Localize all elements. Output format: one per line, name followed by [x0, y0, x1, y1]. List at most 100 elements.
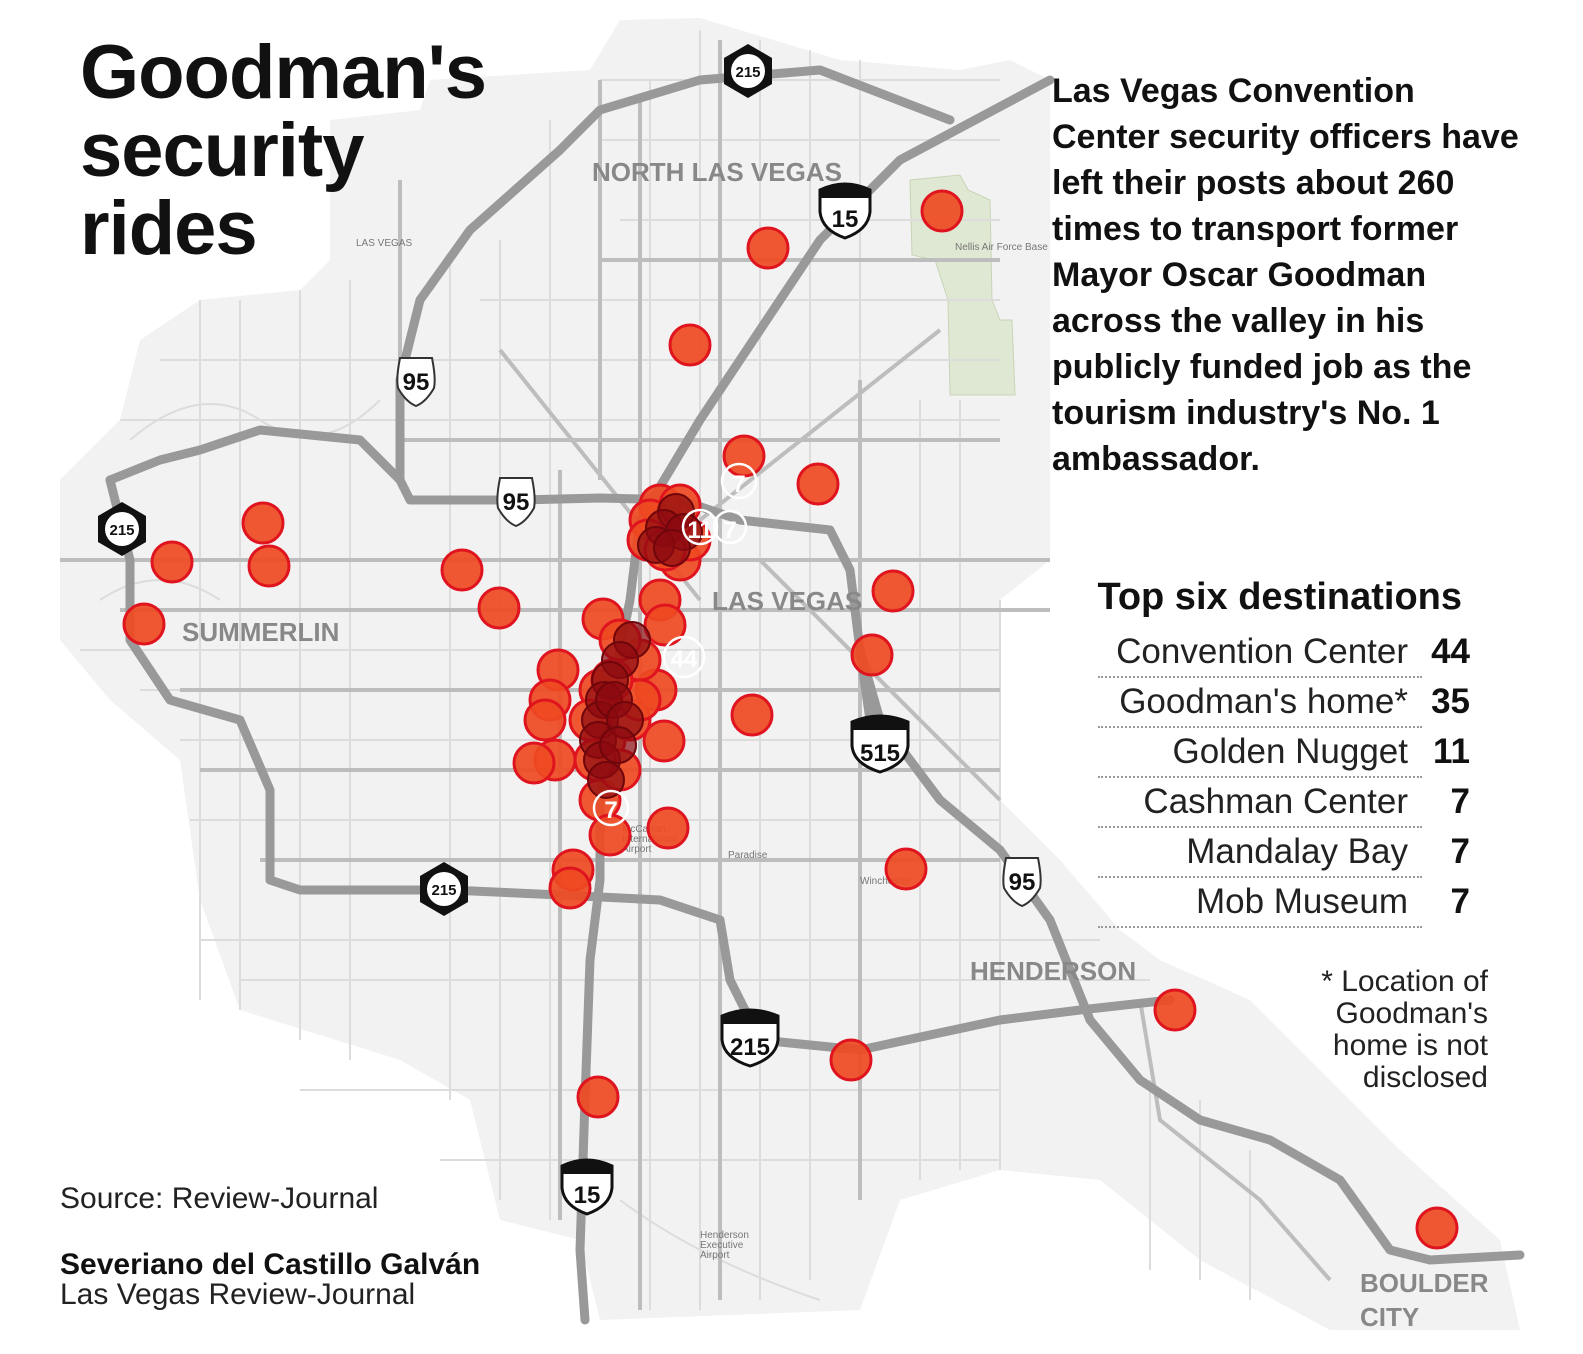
place-label-las-vegas: LAS VEGAS — [712, 586, 862, 616]
cluster-label-convention-center: 44 — [662, 635, 706, 679]
county-shield-215-west-number: 215 — [109, 522, 134, 539]
interstate-shields: 15 515 215 15 — [560, 182, 910, 1216]
us-shield-95-west: 95 — [496, 477, 536, 528]
destination-dot — [850, 633, 894, 677]
cluster-label-convention-center-text: 44 — [671, 646, 698, 673]
destination-dot — [829, 1038, 873, 1082]
destination-name: Cashman Center — [1143, 782, 1408, 821]
destination-dot-cluster — [587, 761, 625, 799]
destination-dot — [871, 569, 915, 613]
interstate-shield-215-south-number: 215 — [730, 1034, 770, 1061]
destination-dot-cluster — [599, 726, 637, 764]
small-map-labels: LAS VEGAS Nellis Air Force Base McCarran… — [356, 238, 1048, 1261]
us-route-shields: 95 95 95 — [396, 357, 1042, 908]
place-labels: NORTH LAS VEGAS LAS VEGAS SUMMERLIN HEND… — [182, 157, 1489, 1332]
destination-row: Cashman Center 7 — [1078, 782, 1470, 832]
us-shield-95-south-number: 95 — [1009, 869, 1036, 896]
map-small-label-las-vegas: LAS VEGAS — [356, 238, 412, 249]
destination-count: 7 — [1450, 882, 1470, 921]
cluster-label-mandalay-bay-text: 7 — [604, 797, 617, 824]
destination-dot — [796, 462, 840, 506]
map-small-label-paradise: Paradise — [728, 850, 768, 861]
map-small-label-airport-2: Airport — [700, 1250, 730, 1261]
interstate-shield-15-south: 15 — [560, 1158, 614, 1216]
cluster-label-mob-museum-text: 7 — [723, 517, 736, 544]
cluster-label-cashman-text: 7 — [732, 471, 745, 498]
us-shield-95-west-number: 95 — [503, 489, 530, 516]
place-label-north-las-vegas: NORTH LAS VEGAS — [592, 157, 842, 187]
interstate-shield-15-south-number: 15 — [574, 1182, 601, 1209]
destination-dot — [746, 226, 790, 270]
destination-row: Goodman's home* 35 — [1078, 682, 1470, 732]
cluster-label-cashman: 7 — [720, 462, 758, 500]
destination-dot — [920, 189, 964, 233]
destination-name: Goodman's home* — [1119, 682, 1408, 721]
place-label-henderson: HENDERSON — [970, 956, 1136, 986]
author-name: Severiano del Castillo Galván — [60, 1248, 481, 1281]
top-destinations-table: Convention Center 44 Goodman's home* 35 … — [1078, 632, 1470, 932]
destination-name: Golden Nugget — [1172, 732, 1408, 771]
place-label-boulder: BOULDER — [1360, 1268, 1489, 1298]
destination-dot-cluster — [653, 529, 691, 567]
destination-dots — [122, 189, 1459, 1250]
map-small-label-international: International — [622, 834, 677, 845]
us-shield-95-north-number: 95 — [403, 369, 430, 396]
destination-dot — [440, 548, 484, 592]
title: Goodman's security rides — [80, 34, 487, 271]
county-shields: 215 215 215 — [98, 44, 772, 916]
destination-name: Mandalay Bay — [1186, 832, 1408, 871]
destination-dot — [1153, 988, 1197, 1032]
destination-dot — [668, 323, 712, 367]
interstate-shield-215-south: 215 — [720, 1008, 780, 1068]
place-label-summerlin: SUMMERLIN — [182, 617, 339, 647]
destination-count: 44 — [1431, 632, 1470, 671]
map-small-label-executive: Executive — [700, 1240, 744, 1251]
county-shield-215-west: 215 — [98, 502, 146, 556]
destination-row: Golden Nugget 11 — [1078, 732, 1470, 782]
interstate-shield-515: 515 — [850, 714, 910, 774]
footnote-line: * Location of — [1321, 965, 1488, 998]
county-shield-215-south: 215 — [420, 862, 468, 916]
county-shield-215-south-number: 215 — [431, 882, 456, 899]
us-shield-95-north: 95 — [396, 357, 436, 408]
footnote-line: Goodman's — [1335, 997, 1488, 1030]
source-credit: Source: Review-Journal — [60, 1182, 379, 1215]
destination-dot — [646, 806, 690, 850]
us-shield-95-south: 95 — [1002, 857, 1042, 908]
cluster-label-mandalay-bay: 7 — [592, 789, 630, 827]
cluster-label-golden-nugget-text: 11 — [687, 517, 712, 544]
destination-dot — [548, 866, 592, 910]
destination-name: Convention Center — [1116, 632, 1408, 671]
cluster-label-golden-nugget: 11 — [681, 508, 719, 546]
map-small-label-mccarran: McCarran — [622, 824, 666, 835]
destination-dot — [643, 603, 687, 647]
cluster-labels: 7 11 7 44 7 — [592, 462, 758, 827]
map-small-label-winchester: Winchester — [860, 876, 911, 887]
destination-dot — [512, 741, 556, 785]
county-shield-215-north: 215 — [724, 44, 772, 98]
destination-dot — [150, 540, 194, 584]
author-organization: Las Vegas Review-Journal — [60, 1278, 416, 1311]
footnote-line: home is not — [1332, 1029, 1488, 1062]
destination-row: Mob Museum 7 — [1078, 882, 1470, 932]
destination-row: Mandalay Bay 7 — [1078, 832, 1470, 882]
destination-count: 7 — [1450, 832, 1470, 871]
county-shield-215-north-number: 215 — [735, 64, 760, 81]
destination-count: 7 — [1450, 782, 1470, 821]
interstate-shield-15-north: 15 — [818, 182, 872, 240]
destination-name: Mob Museum — [1195, 882, 1408, 921]
footnote: * Location of Goodman's home is not disc… — [1250, 966, 1488, 1094]
map-small-label-airport: Airport — [622, 844, 652, 855]
destination-dot — [523, 698, 567, 742]
destination-dot — [1415, 1206, 1459, 1250]
destination-dot — [588, 813, 632, 857]
destination-dot — [642, 719, 686, 763]
title-line-2: security — [80, 108, 365, 193]
title-line-3: rides — [80, 186, 258, 271]
destination-dot — [247, 544, 291, 588]
destination-dot — [884, 847, 928, 891]
description: Las Vegas Convention Center security off… — [1052, 72, 1519, 478]
interstate-shield-515-number: 515 — [860, 740, 900, 767]
top-destinations-heading: Top six destinations — [1097, 576, 1462, 618]
